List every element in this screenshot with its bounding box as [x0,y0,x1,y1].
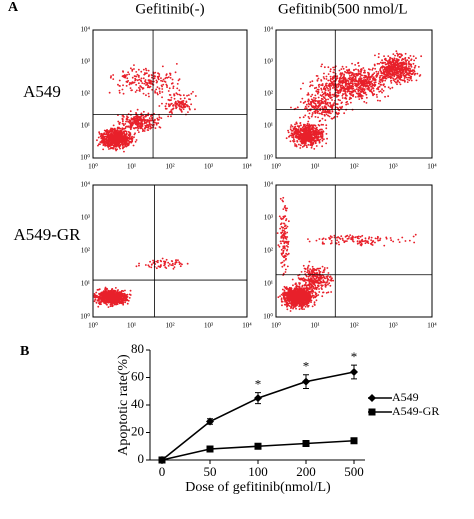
legend-label: A549 [392,390,419,404]
row-title: A549 [23,82,61,101]
y-tick-label: 10⁰ [80,154,90,162]
point [254,442,262,450]
y-tick-label: 10⁰ [80,313,90,321]
flow-events [93,257,189,308]
x-tick-label: 10² [165,322,174,330]
point [350,368,358,376]
panel-label: B [20,344,29,359]
y-tick-label: 10³ [264,58,273,66]
plot-frame [92,184,248,318]
x-tick-label: 10⁴ [427,322,437,330]
y-tick-label: 10⁴ [264,181,274,189]
x-tick-label: 10⁴ [242,322,252,330]
point [350,437,358,445]
point [302,377,310,386]
x-tick-label: 10² [165,163,174,171]
y-tick-label: 10² [264,90,273,98]
point [368,408,376,416]
point [206,445,214,453]
y-tick-label: 80 [131,341,144,356]
x-tick-label: 10¹ [310,322,319,330]
significance-mark: * [351,349,358,364]
point [368,394,376,402]
x-tick-label: 10¹ [127,163,136,171]
x-tick-label: 50 [204,464,217,479]
plot-frame [92,29,248,159]
x-tick-label: 10¹ [127,322,136,330]
y-tick-label: 10¹ [264,280,273,288]
x-tick-label: 10⁴ [242,163,252,171]
y-tick-label: 40 [131,396,144,411]
x-tick-label: 10² [349,322,358,330]
x-tick-label: 10¹ [310,163,319,171]
x-tick-label: 500 [344,464,364,479]
x-tick-label: 10⁰ [271,322,281,330]
legend-label: A549-GR [392,404,439,418]
y-tick-label: 10⁰ [263,313,273,321]
y-tick-label: 10⁴ [264,26,274,34]
x-tick-label: 10⁰ [271,163,281,171]
point [302,440,310,447]
x-tick-label: 10³ [204,322,213,330]
point [206,417,214,426]
point [158,456,166,464]
y-tick-label: 10³ [264,214,273,222]
row-title: A549-GR [13,225,81,244]
x-tick-label: 10³ [388,322,397,330]
x-tick-label: 10⁰ [88,163,98,171]
x-tick-label: 10³ [204,163,213,171]
x-tick-label: 10⁴ [427,163,437,171]
x-tick-label: 0 [159,464,166,479]
significance-mark: * [255,377,262,392]
y-tick-label: 60 [131,368,144,383]
y-tick-label: 10⁴ [81,181,91,189]
y-tick-label: 10¹ [81,280,90,288]
flow-events [276,196,417,312]
point [254,394,262,403]
x-tick-label: 200 [296,464,316,479]
y-tick-label: 10⁴ [81,26,91,34]
y-tick-label: 10² [81,247,90,255]
column-title: Gefitinib(-) [135,1,204,17]
x-tick-label: 10² [349,163,358,171]
flow-events [285,50,423,150]
column-title: Gefitinib(500 nmol/L [278,1,408,17]
y-tick-label: 10⁰ [263,154,273,162]
panel-label: A [8,0,19,15]
y-tick-label: 10² [81,90,90,98]
significance-mark: * [303,359,310,374]
y-axis-title: Apoptotic rate(%) [116,354,131,456]
y-tick-label: 10² [264,247,273,255]
y-tick-label: 0 [138,451,145,466]
x-tick-label: 10⁰ [88,322,98,330]
plot-frame [275,184,433,318]
plot-frame [275,29,433,159]
y-tick-label: 10³ [81,214,90,222]
flow-events [96,63,197,153]
x-tick-label: 100 [248,464,268,479]
x-tick-label: 10³ [388,163,397,171]
y-tick-label: 10³ [81,58,90,66]
y-tick-label: 10¹ [81,122,90,130]
y-tick-label: 20 [131,423,144,438]
y-tick-label: 10¹ [264,122,273,130]
x-axis-title: Dose of gefitinib(nmol/L) [185,480,331,495]
